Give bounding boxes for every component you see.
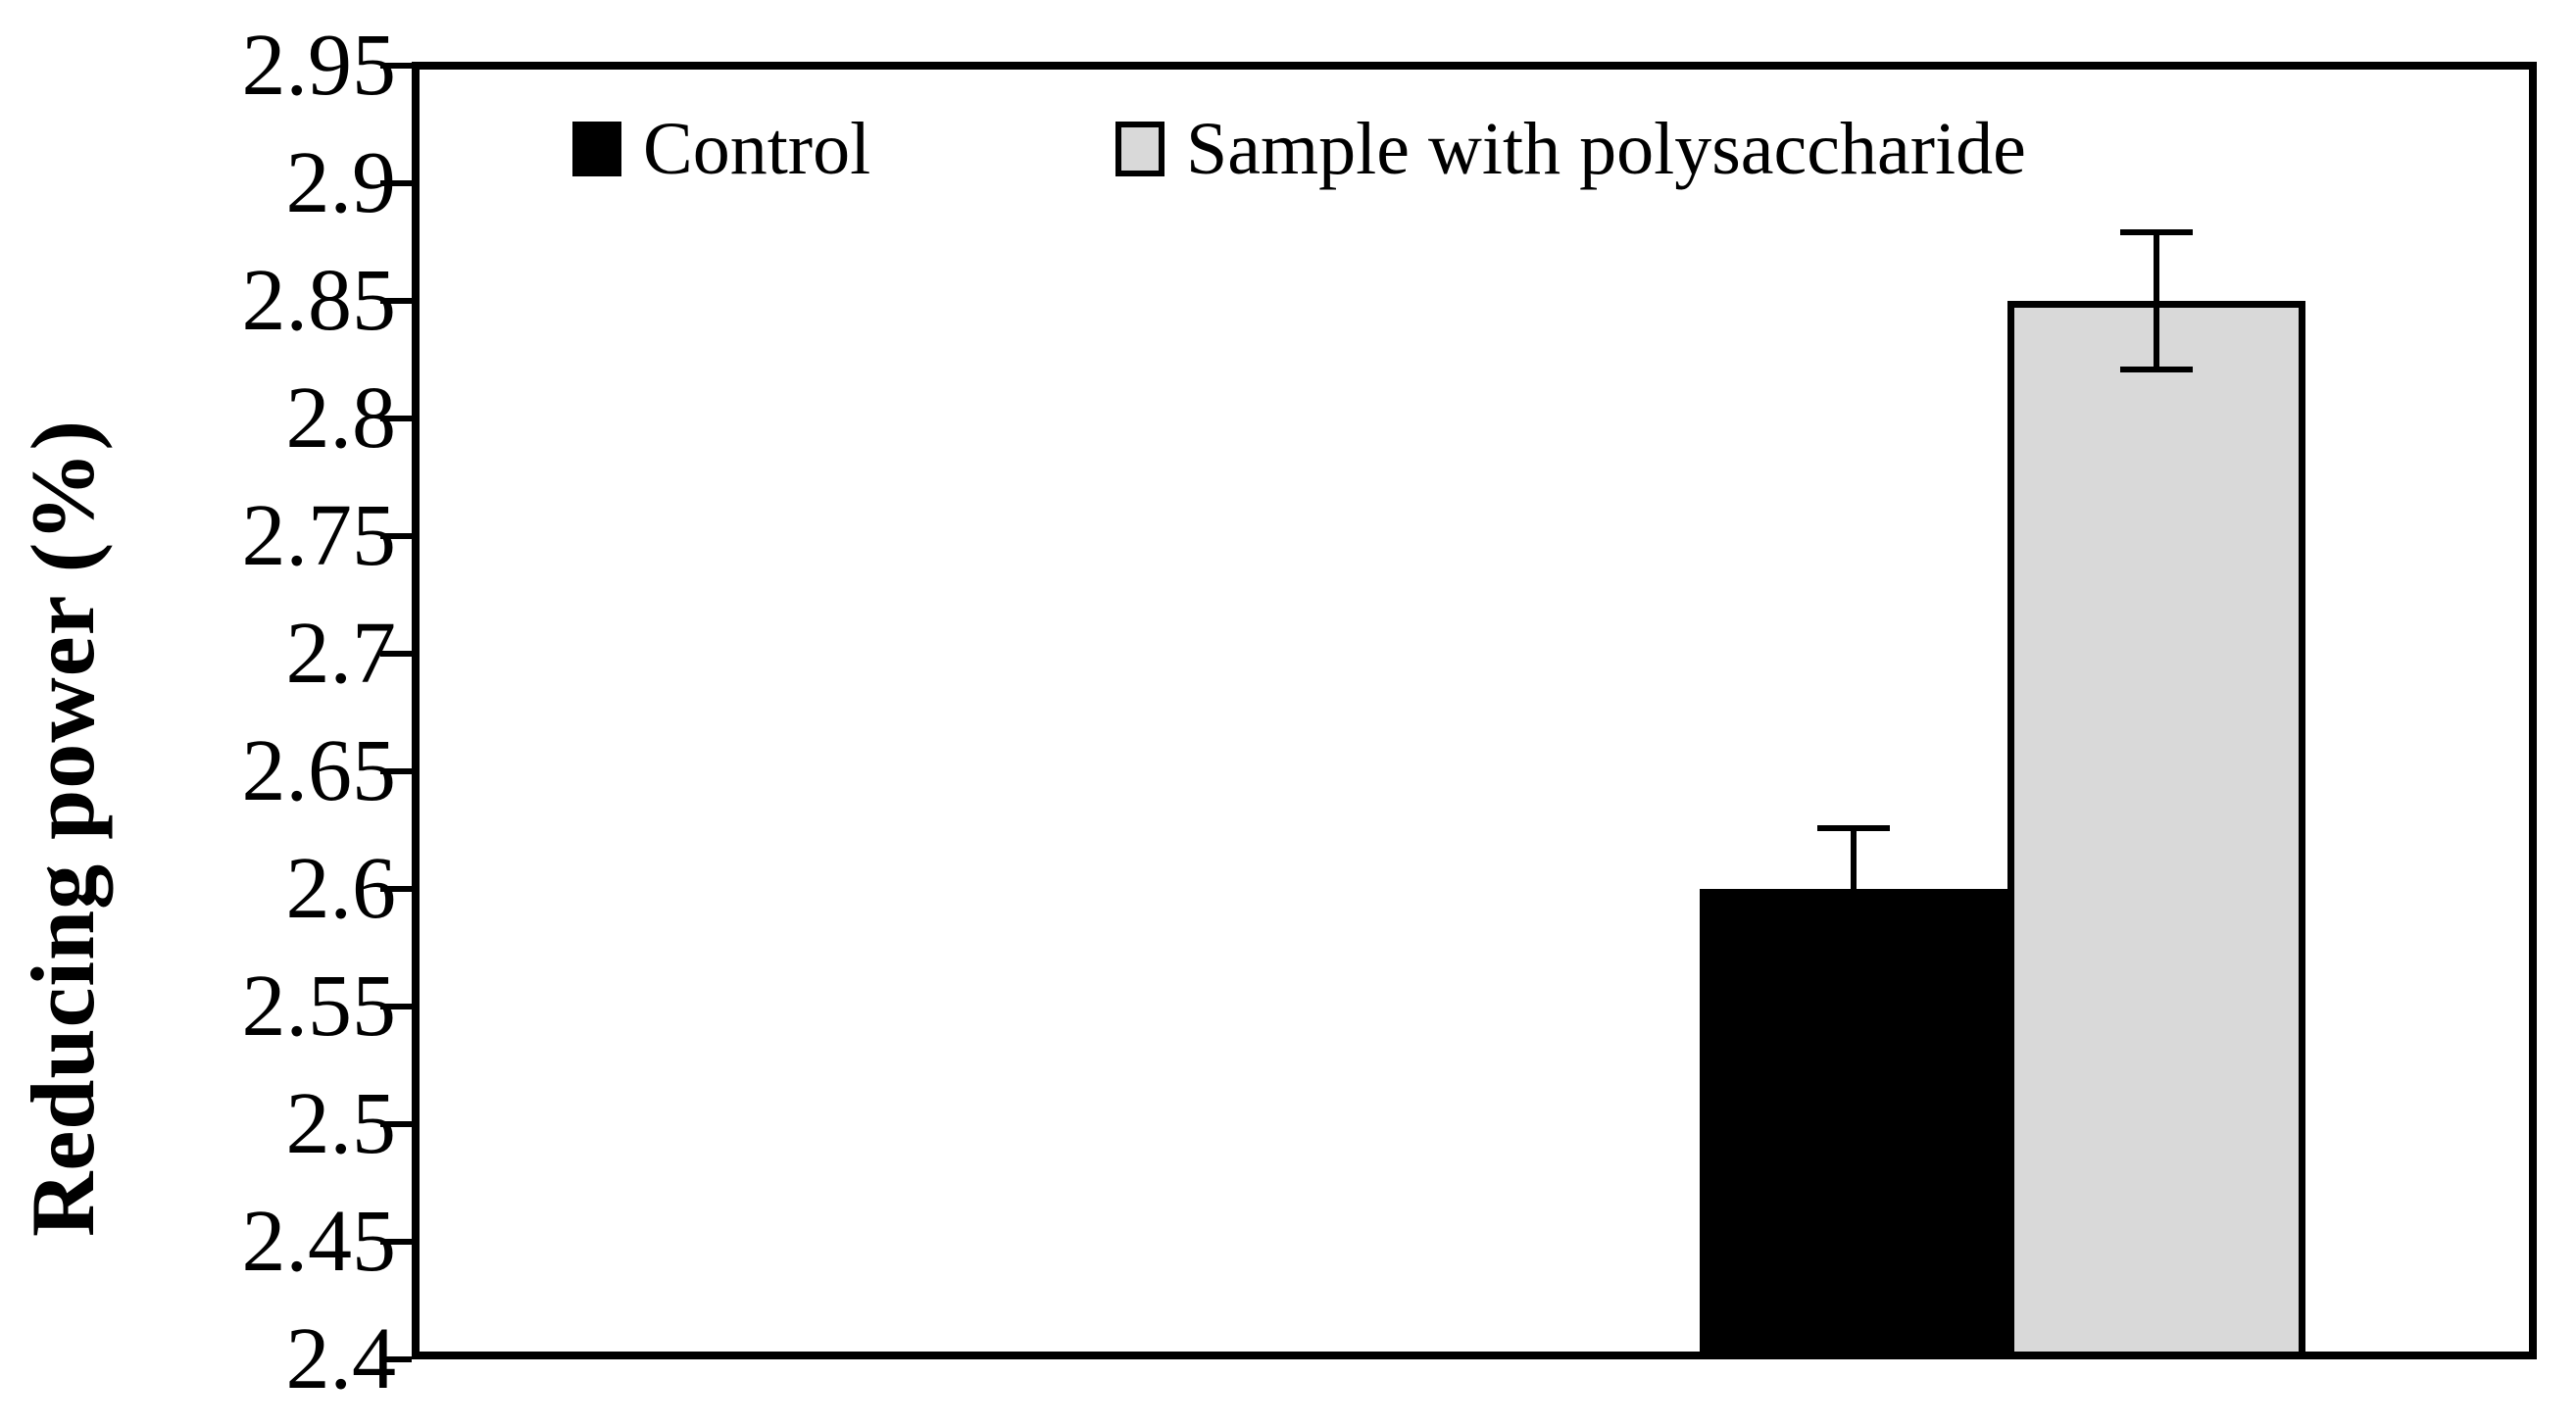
y-tick-label: 2.5	[285, 1075, 397, 1172]
y-tick-label: 2.4	[285, 1310, 397, 1407]
y-tick-label: 2.65	[241, 722, 397, 819]
y-tick-mark	[380, 1356, 412, 1362]
error-bar-cap-control	[1817, 824, 1890, 831]
error-bar-control	[1851, 827, 1857, 951]
y-tick-mark	[380, 416, 412, 421]
y-tick-mark	[380, 768, 412, 774]
y-tick-label: 2.8	[285, 369, 397, 467]
y-tick-mark	[380, 298, 412, 304]
error-bar-cap-control	[1817, 947, 1890, 954]
legend-label-sample: Sample with polysaccharide	[1186, 108, 2026, 190]
y-tick-mark	[380, 1239, 412, 1245]
bar-control	[1700, 889, 2007, 1359]
error-bar-sample	[2154, 232, 2159, 369]
y-tick-mark	[380, 886, 412, 892]
y-tick-label: 2.7	[285, 605, 397, 702]
legend-swatch-sample-icon	[1115, 122, 1164, 176]
y-tick-mark	[380, 533, 412, 539]
y-tick-mark	[380, 180, 412, 186]
y-tick-label: 2.6	[285, 840, 397, 937]
legend: Control Sample with polysaccharide	[0, 110, 2576, 188]
legend-swatch-control-icon	[572, 122, 621, 176]
y-tick-label: 2.75	[241, 487, 397, 584]
y-tick-mark	[380, 651, 412, 657]
y-tick-label: 2.9	[285, 134, 397, 231]
y-tick-label: 2.45	[241, 1193, 397, 1290]
y-tick-mark	[380, 1121, 412, 1127]
y-tick-label: 2.55	[241, 958, 397, 1055]
legend-label-control: Control	[643, 108, 871, 190]
error-bar-cap-sample	[2120, 366, 2193, 372]
legend-item-control: Control	[572, 110, 870, 188]
legend-item-sample: Sample with polysaccharide	[1115, 110, 2026, 188]
y-tick-mark	[380, 63, 412, 69]
y-tick-label: 2.85	[241, 252, 397, 349]
bar-sample	[2007, 301, 2305, 1359]
y-tick-mark	[380, 1004, 412, 1009]
y-tick-label: 2.95	[241, 17, 397, 114]
error-bar-cap-sample	[2120, 229, 2193, 236]
